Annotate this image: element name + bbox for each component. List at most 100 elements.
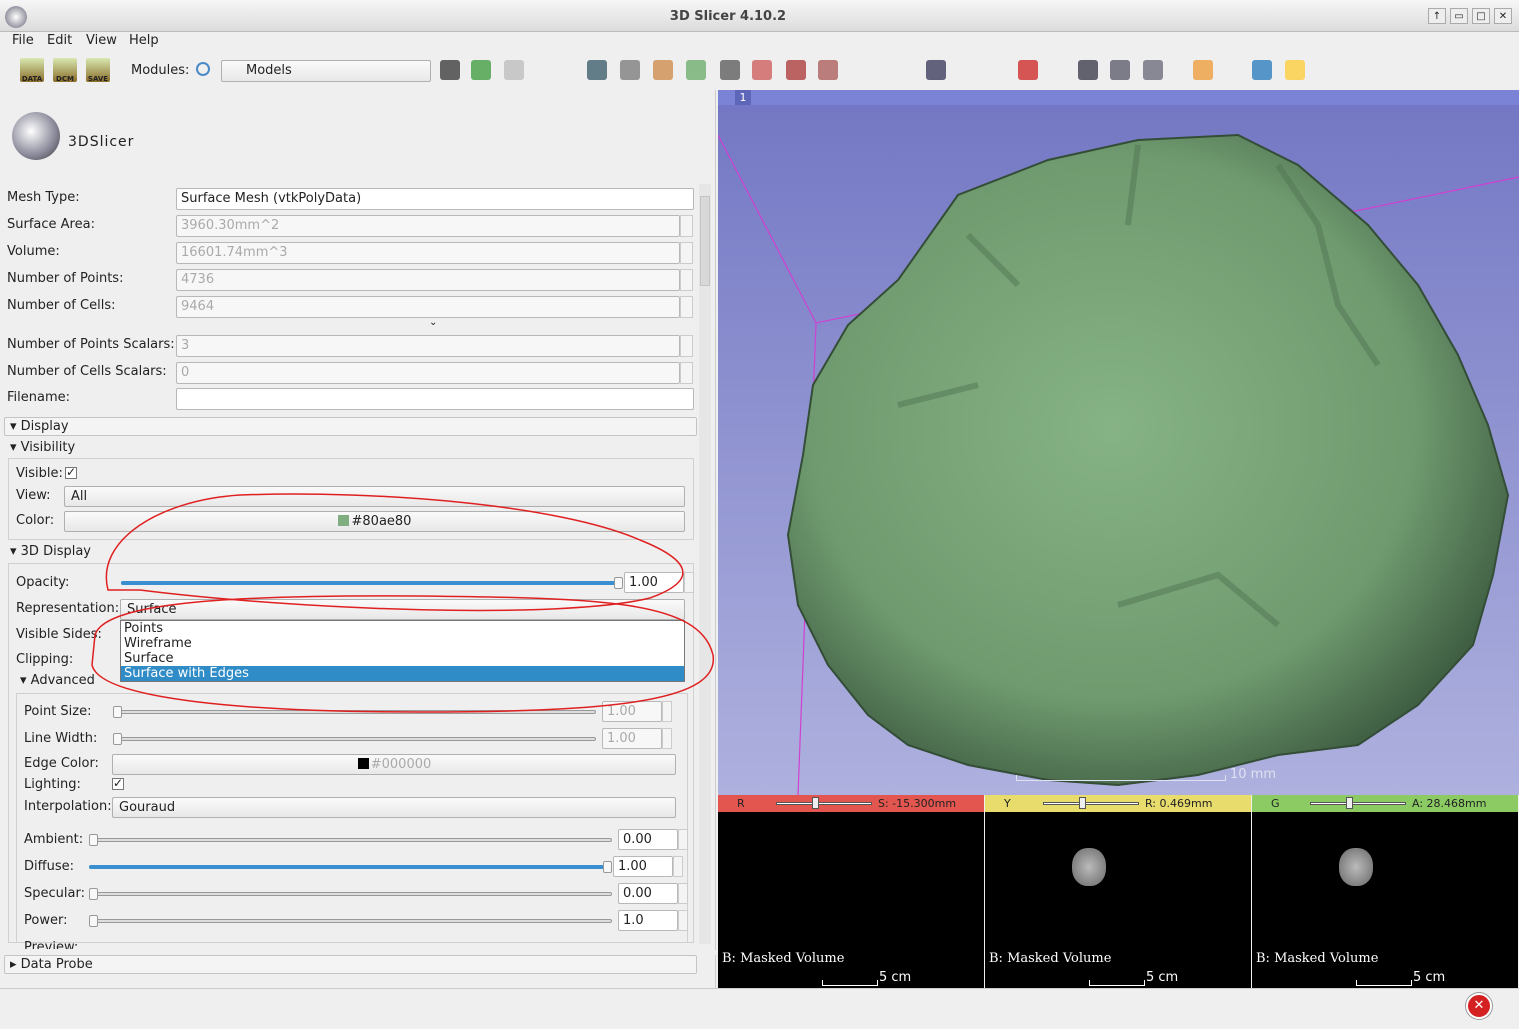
field-label: Specular:: [24, 886, 85, 901]
slider-track: [93, 919, 612, 923]
toolbar-icon[interactable]: [653, 60, 673, 80]
field-label: Line Width:: [24, 731, 98, 746]
dropdown-option[interactable]: Wireframe: [124, 636, 192, 651]
check: ✓: [113, 776, 124, 790]
slice-handle[interactable]: [812, 797, 819, 809]
slice-letter: R: [737, 797, 745, 810]
combo[interactable]: All: [64, 486, 685, 507]
field-label: Number of Points:: [7, 271, 124, 286]
toolbar-icon[interactable]: [1252, 60, 1272, 80]
error-icon[interactable]: ✕: [1466, 993, 1492, 1019]
field-label: Power:: [24, 913, 68, 928]
slider-handle[interactable]: [113, 706, 122, 718]
menu-item[interactable]: Help: [129, 33, 159, 48]
slice-scale: 5 cm: [1146, 970, 1179, 985]
dropdown-option[interactable]: Surface with Edges: [121, 666, 684, 681]
menu-item[interactable]: Edit: [47, 33, 73, 48]
field-value: [176, 388, 694, 410]
toolbar-icon[interactable]: [1143, 60, 1163, 80]
module-combo[interactable]: Models: [221, 60, 431, 82]
section-title: ▾ Display: [10, 419, 69, 434]
toolbar-button[interactable]: DATA: [20, 58, 44, 83]
scale-bar: [1016, 775, 1226, 781]
toolbar-icon[interactable]: [786, 60, 806, 80]
toolbar-button[interactable]: SAVE: [86, 58, 110, 83]
menu-item[interactable]: View: [86, 33, 117, 48]
window-title: 3D Slicer 4.10.2: [669, 9, 787, 24]
toolbar-icon[interactable]: [1018, 60, 1038, 80]
toolbar-icon[interactable]: [620, 60, 640, 80]
field-label: Volume:: [7, 244, 60, 259]
slice-slider: [1310, 802, 1406, 805]
field-value: 4736: [176, 269, 680, 291]
window-button[interactable]: □: [1472, 8, 1490, 24]
toolbar-icon[interactable]: [1110, 60, 1130, 80]
slider-handle[interactable]: [89, 915, 98, 927]
app-icon: [5, 6, 27, 28]
field-value: 0: [176, 362, 680, 384]
spin-box: [680, 335, 693, 357]
toolbar-icon[interactable]: [440, 60, 460, 80]
slice-offset: R: 0.469mm: [1145, 797, 1213, 810]
spin-arrows: [678, 910, 688, 931]
slice-letter: G: [1271, 797, 1280, 810]
scale-label: 10 mm: [1230, 767, 1277, 782]
menu-item[interactable]: File: [12, 33, 34, 48]
spin-value: 1.00: [602, 701, 662, 722]
section-title: ▾ Visibility: [10, 440, 76, 455]
toolbar-icon[interactable]: [1193, 60, 1213, 80]
toolbar-icon[interactable]: [720, 60, 740, 80]
slice-blob: [1339, 848, 1373, 886]
slider-handle[interactable]: [603, 861, 612, 873]
scale-bar: [1089, 980, 1145, 986]
toolbar-icon[interactable]: [587, 60, 607, 80]
combo[interactable]: Surface: [120, 599, 685, 620]
slider-handle[interactable]: [89, 888, 98, 900]
toolbar-icon[interactable]: [504, 60, 524, 80]
window-button[interactable]: ▭: [1450, 8, 1468, 24]
toolbar-button[interactable]: DCM: [53, 58, 77, 83]
slider-track: [117, 737, 596, 741]
slider-handle[interactable]: [113, 733, 122, 745]
slice-handle[interactable]: [1079, 797, 1086, 809]
toolbar-icon[interactable]: [752, 60, 772, 80]
dropdown-option[interactable]: Surface: [124, 651, 174, 666]
spin-box: [680, 296, 693, 318]
logo-icon: [12, 112, 60, 160]
spin-value: 0.00: [618, 883, 678, 904]
slider-fill: [121, 581, 618, 585]
slider-track: [117, 710, 596, 714]
window-button[interactable]: ✕: [1494, 8, 1512, 24]
slider-handle[interactable]: [89, 834, 98, 846]
checkbox: [65, 467, 77, 479]
field-label: Mesh Type:: [7, 190, 80, 205]
combo[interactable]: Gouraud: [112, 797, 676, 818]
slider-track: [93, 838, 612, 842]
slice-scale: 5 cm: [879, 970, 912, 985]
field-label: Visible:: [16, 466, 63, 481]
slice-label: B: Masked Volume: [722, 951, 845, 966]
field-label: Point Size:: [24, 704, 92, 719]
toolbar-icon[interactable]: [686, 60, 706, 80]
slider-handle[interactable]: [614, 577, 623, 589]
spin-arrows: [678, 883, 688, 904]
section-title: ▾ Advanced: [20, 673, 95, 688]
slice-handle[interactable]: [1346, 797, 1353, 809]
slice-label: B: Masked Volume: [989, 951, 1112, 966]
slice-scale: 5 cm: [1413, 970, 1446, 985]
toolbar-icon[interactable]: [1285, 60, 1305, 80]
toolbar-icon[interactable]: [818, 60, 838, 80]
window-button[interactable]: ↑: [1428, 8, 1446, 24]
toolbar-icon[interactable]: [471, 60, 491, 80]
checkbox: [112, 778, 124, 790]
spin-value: 1.00: [602, 728, 662, 749]
spin-value: 1.0: [618, 910, 678, 931]
dropdown-option[interactable]: Points: [124, 621, 164, 636]
toolbar-icon[interactable]: [1078, 60, 1098, 80]
field-value: Surface Mesh (vtkPolyData): [176, 188, 694, 210]
spin-box: [680, 269, 693, 291]
toolbar-icon[interactable]: [926, 60, 946, 80]
group-box: [16, 693, 688, 943]
field-label: Visible Sides:: [16, 627, 102, 642]
